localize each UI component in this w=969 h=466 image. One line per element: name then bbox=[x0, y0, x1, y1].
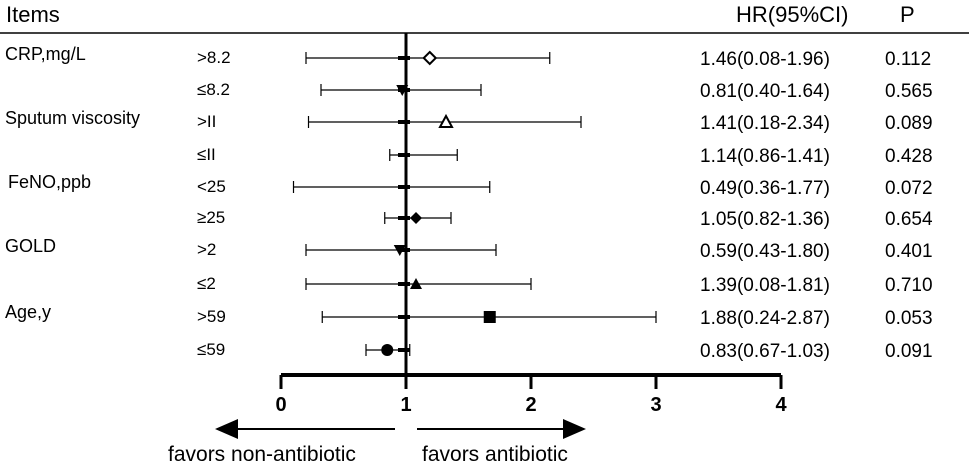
center-tick bbox=[398, 216, 410, 220]
subgroup-label: ≤II bbox=[197, 145, 216, 164]
hr-value: 1.14(0.86-1.41) bbox=[700, 146, 830, 167]
x-tick-label: 4 bbox=[775, 394, 787, 416]
subgroup-label: ≤2 bbox=[197, 274, 216, 293]
center-tick bbox=[398, 348, 410, 352]
hr-value: 1.41(0.18-2.34) bbox=[700, 113, 830, 134]
group-label: Sputum viscosity bbox=[5, 108, 140, 128]
x-tick-label: 2 bbox=[525, 394, 536, 416]
p-value: 0.091 bbox=[885, 341, 933, 362]
hr-value: 0.49(0.36-1.77) bbox=[700, 178, 830, 199]
header-items: Items bbox=[6, 2, 60, 27]
subgroup-label: <25 bbox=[197, 177, 226, 196]
p-value: 0.401 bbox=[885, 241, 933, 262]
x-tick-label: 0 bbox=[275, 394, 286, 416]
group-label: FeNO,ppb bbox=[8, 172, 91, 192]
hr-value: 1.05(0.82-1.36) bbox=[700, 209, 830, 230]
marker-triangle-up-filled bbox=[410, 278, 422, 289]
center-tick bbox=[398, 282, 410, 286]
header-p: P bbox=[900, 2, 915, 27]
subgroup-label: >59 bbox=[197, 307, 226, 326]
subgroup-label: ≤59 bbox=[197, 340, 225, 359]
p-value: 0.710 bbox=[885, 275, 933, 296]
x-tick-label: 1 bbox=[400, 394, 411, 416]
p-value: 0.654 bbox=[885, 209, 933, 230]
p-value: 0.072 bbox=[885, 178, 933, 199]
marker-triangle-down-filled bbox=[396, 85, 409, 96]
subgroup-label: ≥25 bbox=[197, 208, 225, 227]
center-tick bbox=[398, 315, 410, 319]
x-tick-label: 3 bbox=[650, 394, 661, 416]
subgroup-label: >8.2 bbox=[197, 48, 231, 67]
marker-square-filled bbox=[483, 311, 496, 323]
subgroup-label: >2 bbox=[197, 240, 216, 259]
marker-diamond-open bbox=[422, 50, 438, 66]
group-label: CRP,mg/L bbox=[5, 44, 86, 64]
p-value: 0.089 bbox=[885, 113, 933, 134]
group-label: GOLD bbox=[5, 236, 56, 256]
center-tick bbox=[398, 185, 410, 189]
group-label: Age,y bbox=[5, 302, 51, 322]
arrow-right-head bbox=[563, 419, 586, 439]
center-tick bbox=[398, 56, 410, 60]
center-tick bbox=[398, 248, 410, 252]
p-value: 0.565 bbox=[885, 81, 933, 102]
p-value: 0.053 bbox=[885, 308, 933, 329]
p-value: 0.428 bbox=[885, 146, 933, 167]
marker-triangle-up-open bbox=[438, 113, 454, 128]
center-tick bbox=[398, 153, 410, 157]
p-value: 0.112 bbox=[885, 49, 931, 70]
hr-value: 1.88(0.24-2.87) bbox=[700, 308, 830, 329]
subgroup-label: >II bbox=[197, 112, 216, 131]
marker-diamond-filled bbox=[410, 212, 422, 224]
marker-circle-filled bbox=[381, 344, 394, 356]
favors-right-label: favors antibiotic bbox=[422, 443, 568, 466]
arrow-left-head bbox=[215, 419, 238, 439]
hr-value: 0.83(0.67-1.03) bbox=[700, 341, 830, 362]
hr-value: 0.59(0.43-1.80) bbox=[700, 241, 830, 262]
center-tick bbox=[398, 120, 410, 124]
subgroup-label: ≤8.2 bbox=[197, 80, 230, 99]
favors-left-label: favors non-antibiotic bbox=[168, 443, 356, 466]
marker-triangle-down-filled bbox=[393, 245, 406, 256]
hr-value: 1.46(0.08-1.96) bbox=[700, 49, 830, 70]
header-hr: HR(95%CI) bbox=[736, 2, 848, 27]
hr-value: 0.81(0.40-1.64) bbox=[700, 81, 830, 102]
hr-value: 1.39(0.08-1.81) bbox=[700, 275, 830, 296]
